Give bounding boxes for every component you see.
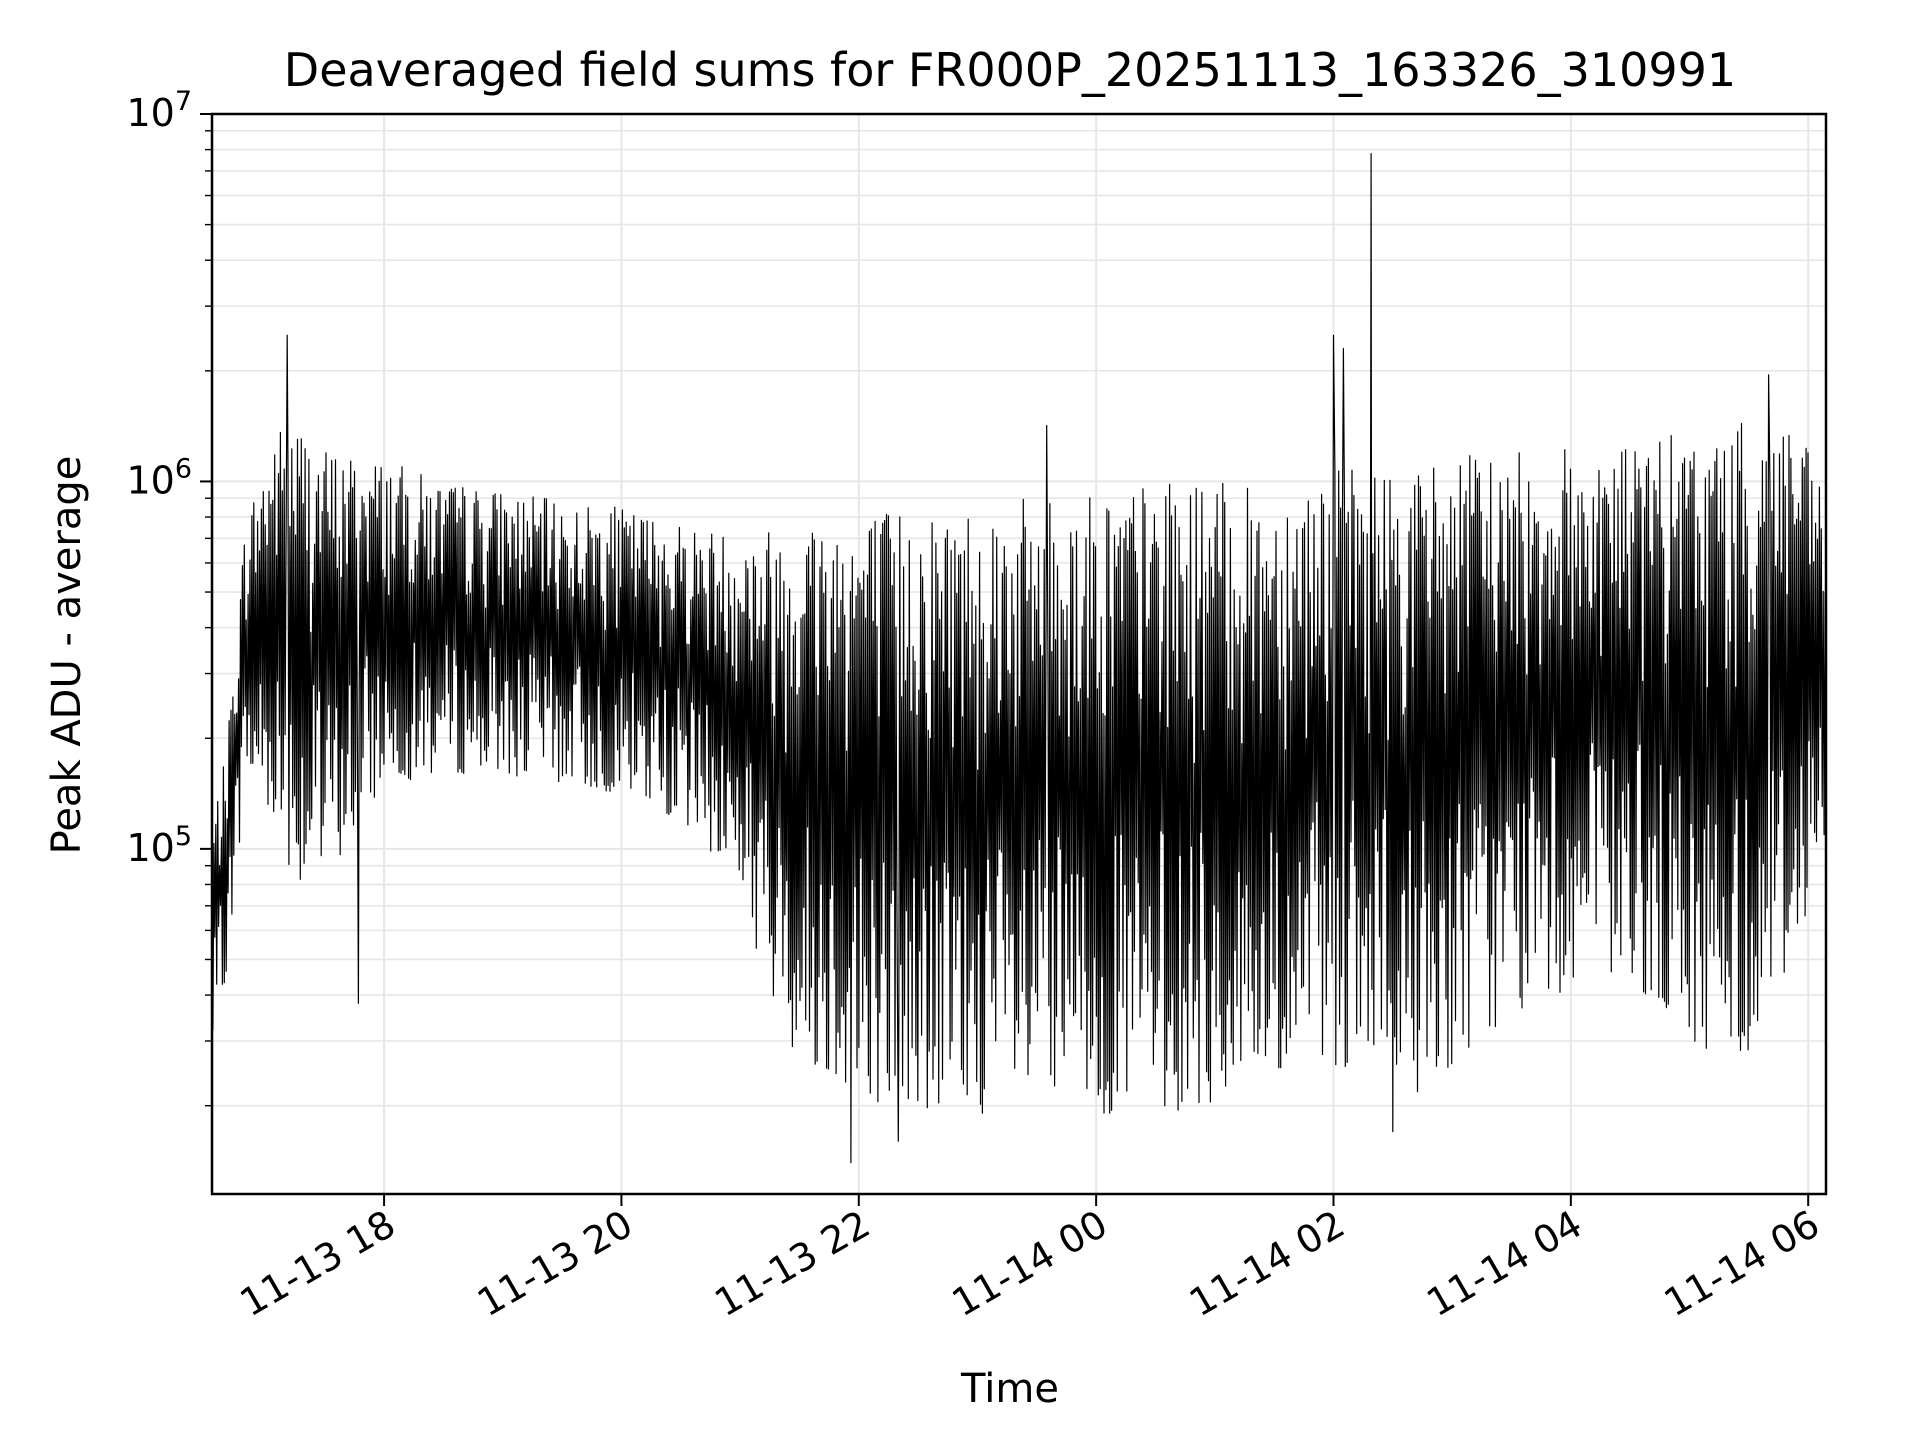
y-tick-label: 105 (126, 821, 192, 870)
y-axis-label: Peak ADU - average (44, 456, 90, 855)
plot-frame (210, 112, 1828, 1196)
y-axis: 105 106 107 (126, 86, 212, 1107)
y-tick-label: 106 (126, 453, 192, 502)
series-line (211, 153, 1827, 1164)
series-line-layer (211, 153, 1827, 1164)
x-axis-label: Time (960, 1366, 1059, 1412)
chart-title: Deaveraged field sums for FR000P_2025111… (284, 43, 1736, 97)
y-tick-label: 107 (126, 86, 192, 135)
